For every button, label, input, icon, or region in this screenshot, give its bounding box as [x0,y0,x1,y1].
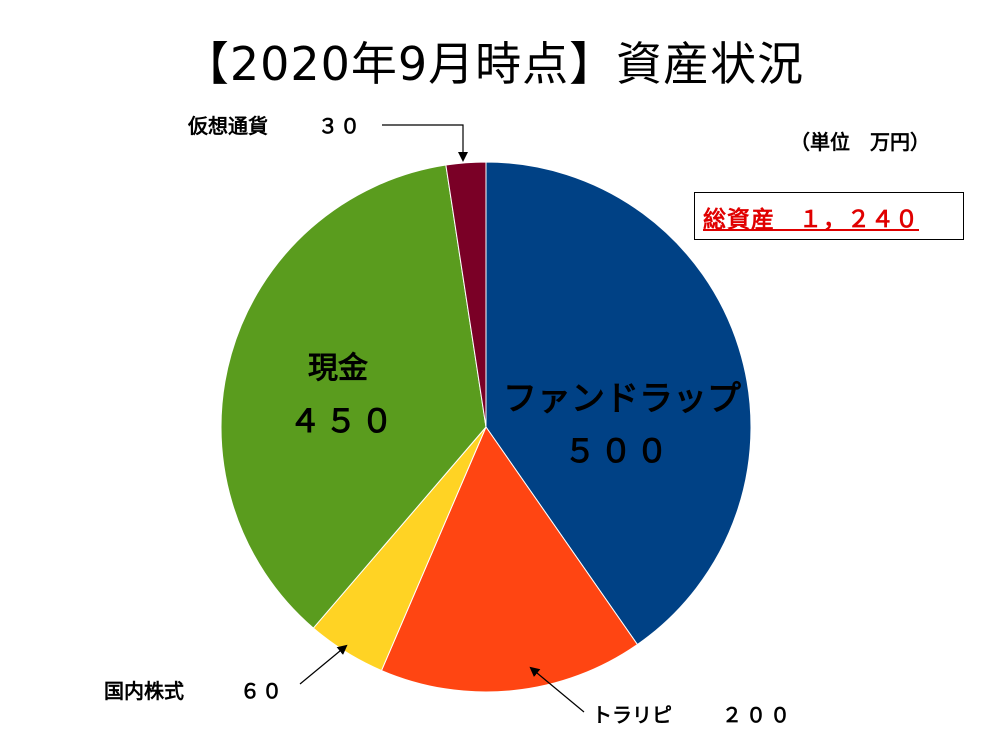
slice-crypto [445,161,487,428]
total-assets-box: 総資産 １，２４０ [694,192,964,240]
slice-cash [220,164,487,629]
unit-note: （単位 万円） [790,130,930,154]
leader-line-stocks [299,644,348,685]
slice-value-stocks: ６０ [240,679,284,703]
slice-name-stocks: 国内株式 [104,679,184,703]
slice-fundwrap [485,161,752,646]
slice-value-crypto: ３０ [318,114,362,138]
slice-name-fundwrap: ファンドラップ [503,379,741,419]
slice-name-traripi: トラリピ [592,703,672,727]
chart-title: 【2020年9月時点】資産状況 [182,37,805,91]
leader-lines [299,124,585,713]
leader-line-traripi [529,666,585,713]
slice-name-cash: 現金 [308,351,369,386]
leader-line-crypto [382,124,468,162]
slice-value-traripi: ２００ [722,703,794,727]
total-assets-label: 総資産 １，２４０ [703,207,919,233]
slice-value-cash: ４５０ [289,402,397,440]
slice-traripi [380,425,639,693]
slice-value-fundwrap: ５００ [564,432,672,470]
pie-slices [220,161,752,693]
slice-name-crypto: 仮想通貨 [187,114,268,138]
slice-labels: ファンドラップ ５００ 現金 ４５０ 仮想通貨 ３０ 国内株式 ６０ トラリピ … [104,114,794,727]
